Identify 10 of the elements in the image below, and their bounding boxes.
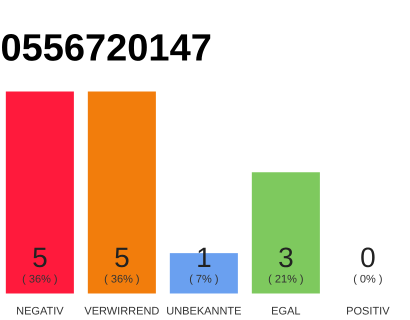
x-tick-label: VERWIRREND [84, 306, 160, 318]
x-tick-label: NEGATIV [16, 306, 64, 318]
data-label: 3 ( 21% ) [268, 242, 304, 286]
x-tick-label: UNBEKANNTE [166, 306, 242, 318]
chart-title: 0556720147 [0, 28, 212, 70]
data-label: 5 ( 36% ) [22, 242, 58, 286]
x-tick-label: EGAL [271, 306, 301, 318]
data-label: 0 ( 0% ) [353, 242, 383, 286]
x-tick-label: POSITIV [346, 306, 390, 318]
data-label: 5 ( 36% ) [104, 242, 140, 286]
